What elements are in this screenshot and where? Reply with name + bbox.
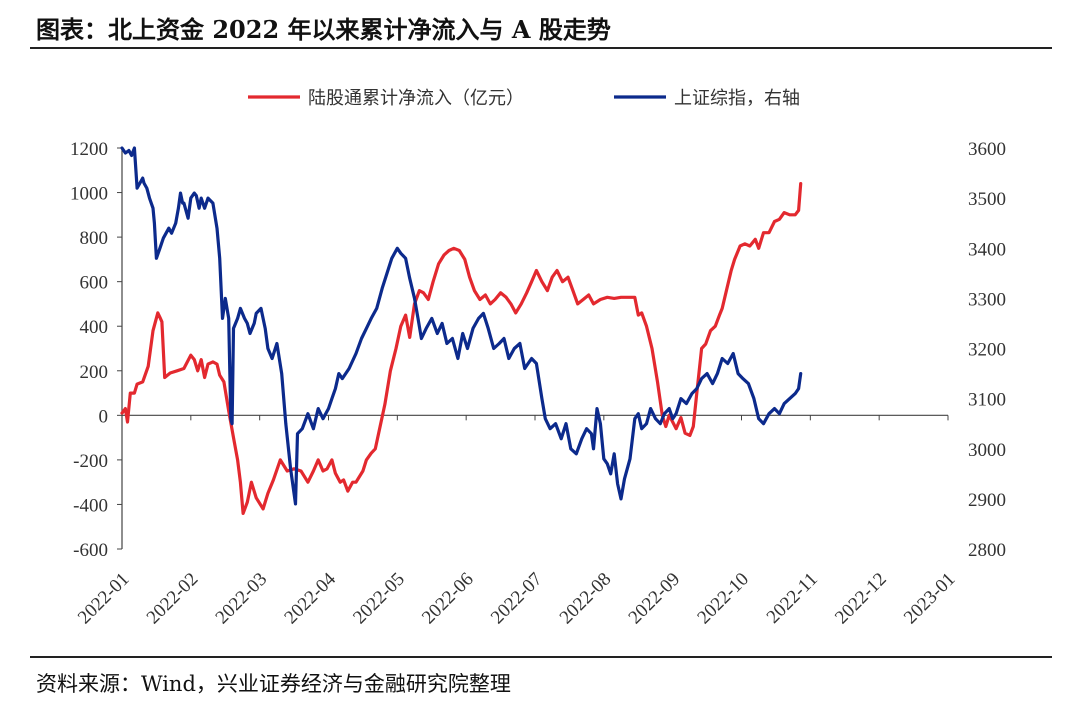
x-tick-label: 2022-05 [349, 569, 409, 629]
left-tick-label: 1000 [70, 184, 108, 205]
right-tick-label: 3200 [968, 340, 1006, 361]
right-tick-label: 3500 [968, 189, 1006, 210]
left-tick-label: 800 [80, 228, 109, 249]
legend: 陆股通累计净流入（亿元） 上证综指，右轴 [248, 88, 800, 109]
left-tick-label: -600 [73, 540, 108, 561]
x-tick-label: 2022-08 [556, 569, 616, 629]
x-tick-label: 2023-01 [900, 569, 960, 629]
x-tick-label: 2022-03 [212, 569, 272, 629]
series-line-northbound-flow [120, 182, 803, 515]
right-tick-label: 3300 [968, 289, 1006, 310]
series-layer [120, 146, 803, 515]
left-tick-label: 200 [80, 362, 109, 383]
x-tick-label: 2022-04 [280, 568, 340, 628]
legend-label: 陆股通累计净流入（亿元） [308, 88, 524, 109]
right-tick-label: 3000 [968, 440, 1006, 461]
left-tick-label: -200 [73, 451, 108, 472]
left-tick-label: -400 [73, 495, 108, 516]
x-tick-label: 2022-12 [831, 569, 891, 629]
right-tick-label: 2900 [968, 490, 1006, 511]
x-tick-label: 2022-09 [625, 569, 685, 629]
x-tick-label: 2022-01 [74, 569, 134, 629]
x-tick-label: 2022-11 [763, 569, 822, 628]
x-tick-label: 2022-10 [693, 569, 753, 629]
right-tick-label: 3400 [968, 239, 1006, 260]
x-tick-label: 2022-02 [143, 569, 203, 629]
left-tick-label: 1200 [70, 139, 108, 160]
left-tick-label: 600 [80, 273, 109, 294]
source-note: 资料来源：Wind，兴业证券经济与金融研究院整理 [36, 672, 511, 696]
bottom-divider [30, 656, 1052, 658]
legend-label: 上证综指，右轴 [674, 88, 800, 109]
right-tick-label: 2800 [968, 540, 1006, 561]
left-tick-label: 0 [99, 406, 109, 427]
top-divider [30, 47, 1052, 49]
series-line-shanghai-composite [120, 146, 803, 506]
left-tick-label: 400 [80, 317, 109, 338]
x-tick-label: 2022-07 [487, 569, 547, 629]
x-tick-label: 2022-06 [418, 569, 478, 629]
chart-title: 图表：北上资金 2022 年以来累计净流入与 A 股走势 [36, 15, 611, 44]
right-tick-label: 3600 [968, 139, 1006, 160]
right-tick-label: 3100 [968, 390, 1006, 411]
